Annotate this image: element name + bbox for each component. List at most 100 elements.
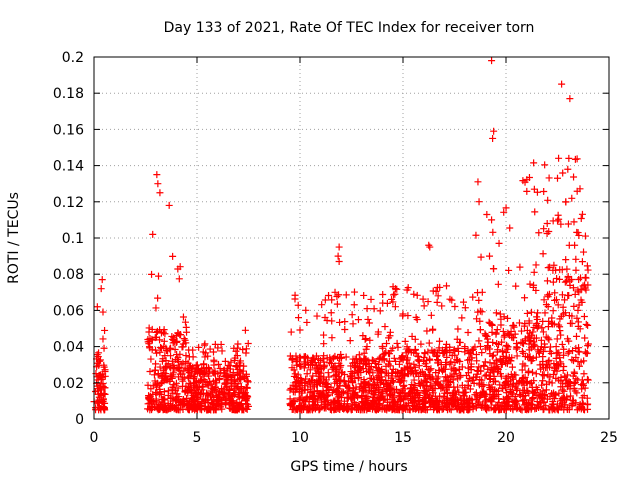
data-point [226,386,234,394]
data-point [539,317,547,325]
data-point [379,344,387,352]
data-point [446,295,454,303]
data-point [426,399,434,407]
data-point [313,364,321,372]
data-point [341,318,349,326]
data-point [222,396,230,404]
data-point [313,387,321,395]
data-point [215,401,223,409]
data-point [297,362,305,370]
data-point [350,362,358,370]
data-point [179,340,187,348]
data-point [152,333,160,341]
data-point [454,375,462,383]
data-point [450,367,458,375]
data-point [193,404,201,412]
data-point [527,308,535,316]
data-point [448,373,456,381]
data-point [435,366,443,374]
data-point [145,399,153,407]
data-point [92,406,100,414]
data-point [172,394,180,402]
data-point [287,384,295,392]
data-point [161,375,169,383]
data-point [427,382,435,390]
data-point [415,356,423,364]
data-point [169,371,177,379]
data-point [332,375,340,383]
data-point [520,322,528,330]
data-point [169,397,177,405]
data-point [318,301,326,309]
data-point [403,286,411,294]
data-point [207,380,215,388]
data-point [459,391,467,399]
data-point [434,380,442,388]
data-point [347,395,355,403]
data-point [402,401,410,409]
data-point [334,354,342,362]
data-point [385,357,393,365]
data-point [323,316,331,324]
data-point [540,187,548,195]
data-point [173,364,181,372]
data-point [157,343,165,351]
data-point [162,404,170,412]
data-point [303,393,311,401]
data-point [532,370,540,378]
data-point [415,372,423,380]
data-point [176,350,184,358]
data-point [154,371,162,379]
data-point [94,359,102,367]
data-point [244,378,252,386]
data-point [416,391,424,399]
data-point [397,389,405,397]
data-point [211,384,219,392]
data-point [433,351,441,359]
data-point [486,375,494,383]
data-point [421,397,429,405]
data-point [436,337,444,345]
data-point [93,397,101,405]
y-tick-label: 0.08 [53,267,84,283]
data-point [226,362,234,370]
data-point [486,375,494,383]
data-point [410,290,418,298]
data-point [348,311,356,319]
data-point [395,360,403,368]
data-point [357,380,365,388]
data-point [180,335,188,343]
data-point [464,329,472,337]
data-point [155,272,163,280]
data-point [388,295,396,303]
data-point [511,330,519,338]
data-point [204,352,212,360]
data-point [169,335,177,343]
data-point [149,382,157,390]
data-point [404,366,412,374]
data-point [148,270,156,278]
data-point [473,357,481,365]
data-point [199,348,207,356]
data-point [212,376,220,384]
data-point [335,401,343,409]
data-point [302,354,310,362]
data-point [179,313,187,321]
data-point [328,296,336,304]
data-point [433,397,441,405]
data-point [534,309,542,317]
data-point [429,389,437,397]
data-point [381,369,389,377]
data-point [157,329,165,337]
data-point [335,369,343,377]
y-tick-label: 0.06 [53,303,84,319]
data-point [319,375,327,383]
data-point [314,368,322,376]
data-point [173,390,181,398]
data-point [461,304,469,312]
data-point [379,290,387,298]
data-point [488,328,496,336]
data-point [320,400,328,408]
data-point [194,365,202,373]
data-point [152,346,160,354]
